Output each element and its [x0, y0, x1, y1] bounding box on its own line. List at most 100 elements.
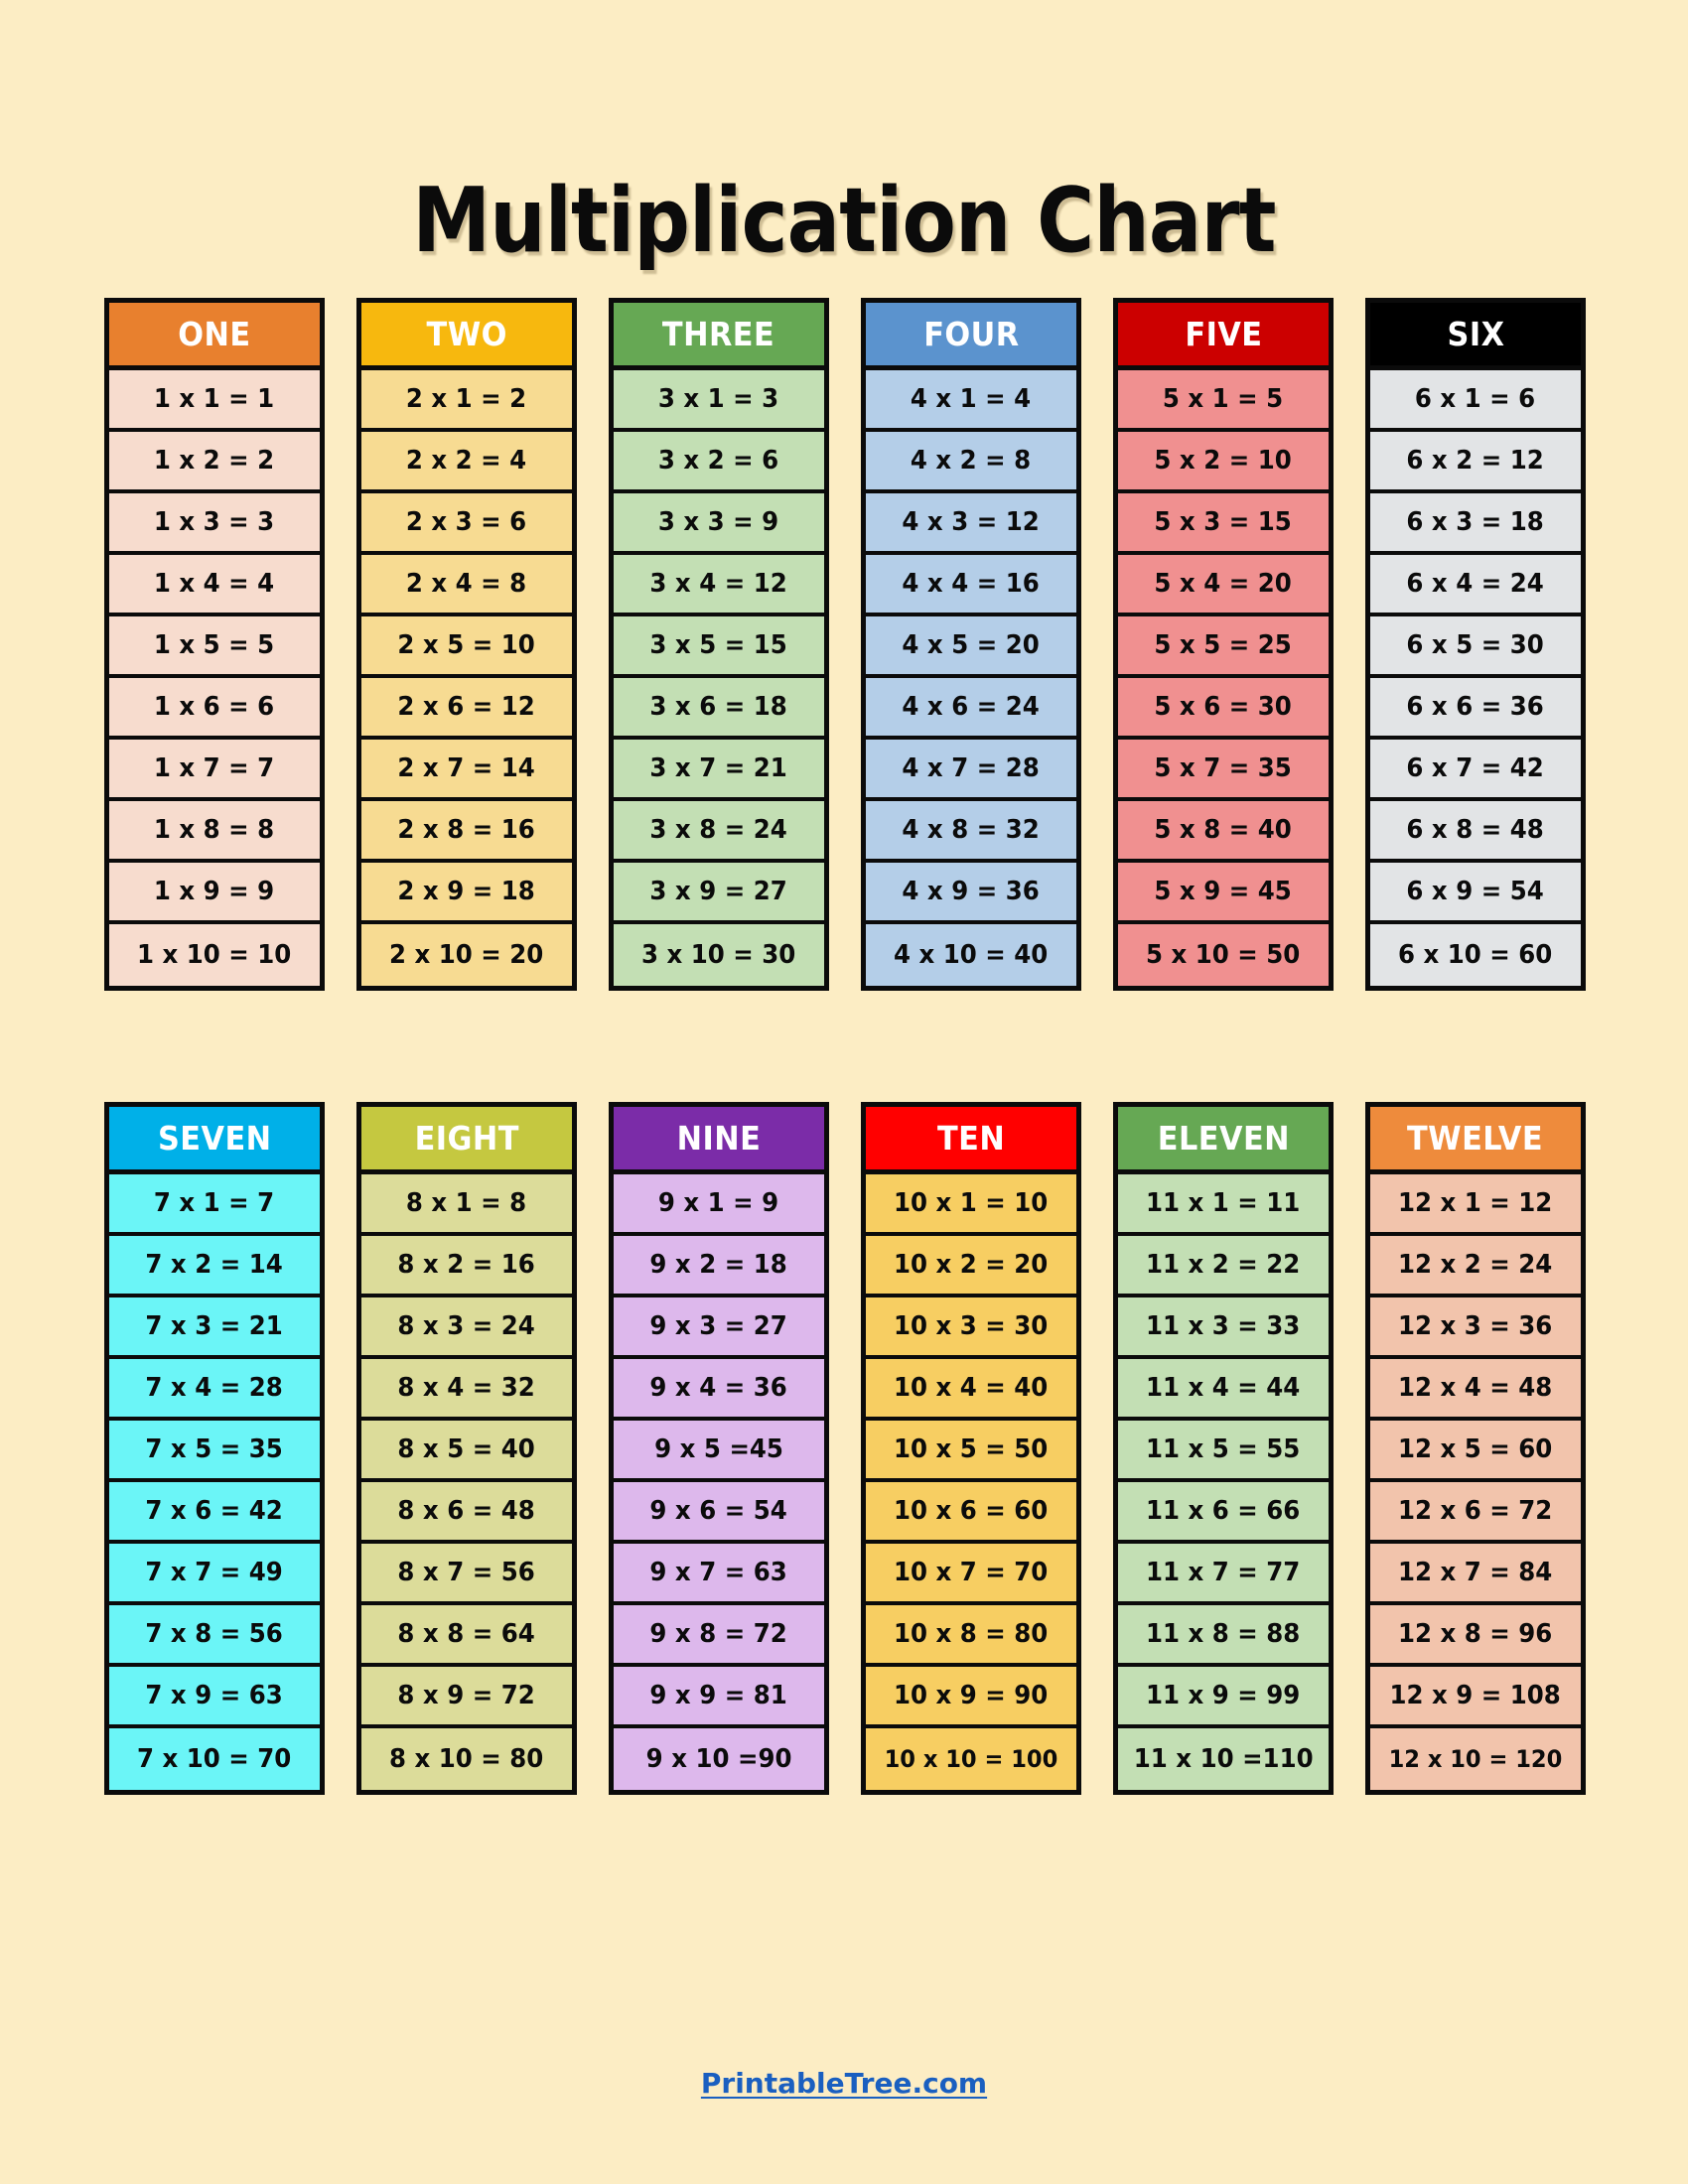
table-row: 9 x 3 = 27	[614, 1297, 824, 1359]
table-row: 4 x 10 = 40	[866, 924, 1076, 986]
equation-text: 1 x 2 = 2	[154, 446, 275, 476]
table-row: 9 x 2 = 18	[614, 1236, 824, 1297]
equation-text: 6 x 1 = 6	[1415, 384, 1536, 414]
table-row: 12 x 10 = 120	[1370, 1728, 1581, 1790]
table-row: 2 x 3 = 6	[361, 493, 572, 555]
table-row: 10 x 7 = 70	[866, 1544, 1076, 1605]
equation-text: 11 x 9 = 99	[1146, 1681, 1301, 1710]
table-header-11: ELEVEN	[1118, 1107, 1329, 1174]
equation-text: 5 x 4 = 20	[1154, 569, 1293, 599]
table-row: 9 x 9 = 81	[614, 1667, 824, 1728]
equation-text: 2 x 10 = 20	[389, 940, 544, 970]
table-header-label: THREE	[662, 315, 775, 353]
table-row: 6 x 8 = 48	[1370, 801, 1581, 863]
table-row: 11 x 10 =110	[1118, 1728, 1329, 1790]
printabletree-link[interactable]: PrintableTree.com	[700, 2067, 988, 2100]
equation-text: 10 x 10 = 100	[884, 1745, 1058, 1773]
table-row: 3 x 6 = 18	[614, 678, 824, 740]
equation-text: 1 x 8 = 8	[154, 815, 275, 845]
table-row: 5 x 5 = 25	[1118, 616, 1329, 678]
multiplication-table-2: TWO 2 x 1 = 2 2 x 2 = 4 2 x 3 = 6 2 x 4 = 8 2…	[356, 298, 577, 991]
equation-text: 9 x 3 = 27	[649, 1311, 788, 1341]
table-row: 12 x 2 = 24	[1370, 1236, 1581, 1297]
equation-text: 5 x 8 = 40	[1154, 815, 1293, 845]
equation-text: 11 x 8 = 88	[1146, 1619, 1301, 1649]
tables-band-top: ONE 1 x 1 = 1 1 x 2 = 2 1 x 3 = 3 1 x 4 = 4 1…	[104, 298, 1586, 991]
table-row: 4 x 5 = 20	[866, 616, 1076, 678]
table-row: 8 x 2 = 16	[361, 1236, 572, 1297]
table-row: 11 x 7 = 77	[1118, 1544, 1329, 1605]
equation-text: 9 x 7 = 63	[649, 1558, 788, 1587]
page-title: Multiplication Chart	[412, 169, 1276, 274]
table-row: 11 x 9 = 99	[1118, 1667, 1329, 1728]
equation-text: 1 x 10 = 10	[137, 940, 292, 970]
table-row: 1 x 5 = 5	[109, 616, 320, 678]
equation-text: 4 x 10 = 40	[894, 940, 1049, 970]
equation-text: 7 x 5 = 35	[145, 1434, 284, 1464]
table-row: 6 x 6 = 36	[1370, 678, 1581, 740]
table-row: 4 x 7 = 28	[866, 740, 1076, 801]
table-row: 9 x 1 = 9	[614, 1174, 824, 1236]
equation-text: 1 x 5 = 5	[154, 630, 275, 660]
table-row: 5 x 8 = 40	[1118, 801, 1329, 863]
table-row: 6 x 5 = 30	[1370, 616, 1581, 678]
table-row: 1 x 7 = 7	[109, 740, 320, 801]
equation-text: 7 x 3 = 21	[145, 1311, 284, 1341]
table-row: 10 x 5 = 50	[866, 1421, 1076, 1482]
equation-text: 7 x 9 = 63	[145, 1681, 284, 1710]
equation-text: 11 x 3 = 33	[1146, 1311, 1301, 1341]
page-title-wrap: Multiplication Chart	[0, 117, 1688, 327]
table-row: 1 x 4 = 4	[109, 555, 320, 616]
table-row: 11 x 6 = 66	[1118, 1482, 1329, 1544]
table-row: 6 x 10 = 60	[1370, 924, 1581, 986]
table-row: 5 x 1 = 5	[1118, 370, 1329, 432]
table-row: 4 x 2 = 8	[866, 432, 1076, 493]
equation-text: 10 x 1 = 10	[894, 1188, 1049, 1218]
table-row: 2 x 4 = 8	[361, 555, 572, 616]
table-header-7: SEVEN	[109, 1107, 320, 1174]
equation-text: 3 x 1 = 3	[658, 384, 779, 414]
equation-text: 3 x 8 = 24	[649, 815, 788, 845]
equation-text: 5 x 9 = 45	[1154, 877, 1293, 906]
table-header-8: EIGHT	[361, 1107, 572, 1174]
equation-text: 5 x 3 = 15	[1154, 507, 1293, 537]
table-row: 1 x 3 = 3	[109, 493, 320, 555]
table-header-3: THREE	[614, 303, 824, 370]
table-row: 2 x 10 = 20	[361, 924, 572, 986]
table-row: 12 x 4 = 48	[1370, 1359, 1581, 1421]
equation-text: 9 x 5 =45	[654, 1434, 783, 1464]
equation-text: 3 x 9 = 27	[649, 877, 788, 906]
equation-text: 4 x 1 = 4	[911, 384, 1032, 414]
table-row: 8 x 7 = 56	[361, 1544, 572, 1605]
equation-text: 11 x 1 = 11	[1146, 1188, 1301, 1218]
equation-text: 9 x 8 = 72	[649, 1619, 788, 1649]
table-row: 8 x 8 = 64	[361, 1605, 572, 1667]
table-header-label: TEN	[936, 1119, 1006, 1158]
table-row: 6 x 2 = 12	[1370, 432, 1581, 493]
equation-text: 10 x 7 = 70	[894, 1558, 1049, 1587]
table-row: 8 x 1 = 8	[361, 1174, 572, 1236]
equation-text: 10 x 9 = 90	[894, 1681, 1049, 1710]
table-row: 2 x 2 = 4	[361, 432, 572, 493]
table-row: 3 x 5 = 15	[614, 616, 824, 678]
table-row: 2 x 8 = 16	[361, 801, 572, 863]
equation-text: 6 x 8 = 48	[1406, 815, 1545, 845]
table-header-label: ELEVEN	[1157, 1119, 1290, 1158]
equation-text: 6 x 6 = 36	[1406, 692, 1545, 722]
table-row: 9 x 6 = 54	[614, 1482, 824, 1544]
table-header-label: ONE	[178, 315, 251, 353]
table-row: 9 x 8 = 72	[614, 1605, 824, 1667]
equation-text: 6 x 2 = 12	[1406, 446, 1545, 476]
equation-text: 7 x 6 = 42	[145, 1496, 284, 1526]
multiplication-table-9: NINE 9 x 1 = 9 9 x 2 = 18 9 x 3 = 27 9 x 4 =…	[609, 1102, 829, 1795]
equation-text: 2 x 1 = 2	[406, 384, 527, 414]
table-row: 7 x 4 = 28	[109, 1359, 320, 1421]
equation-text: 10 x 8 = 80	[894, 1619, 1049, 1649]
table-row: 7 x 5 = 35	[109, 1421, 320, 1482]
equation-text: 10 x 5 = 50	[894, 1434, 1049, 1464]
table-row: 7 x 2 = 14	[109, 1236, 320, 1297]
table-header-label: TWO	[426, 315, 507, 353]
equation-text: 4 x 2 = 8	[911, 446, 1032, 476]
table-header-label: SEVEN	[157, 1119, 272, 1158]
table-row: 5 x 3 = 15	[1118, 493, 1329, 555]
